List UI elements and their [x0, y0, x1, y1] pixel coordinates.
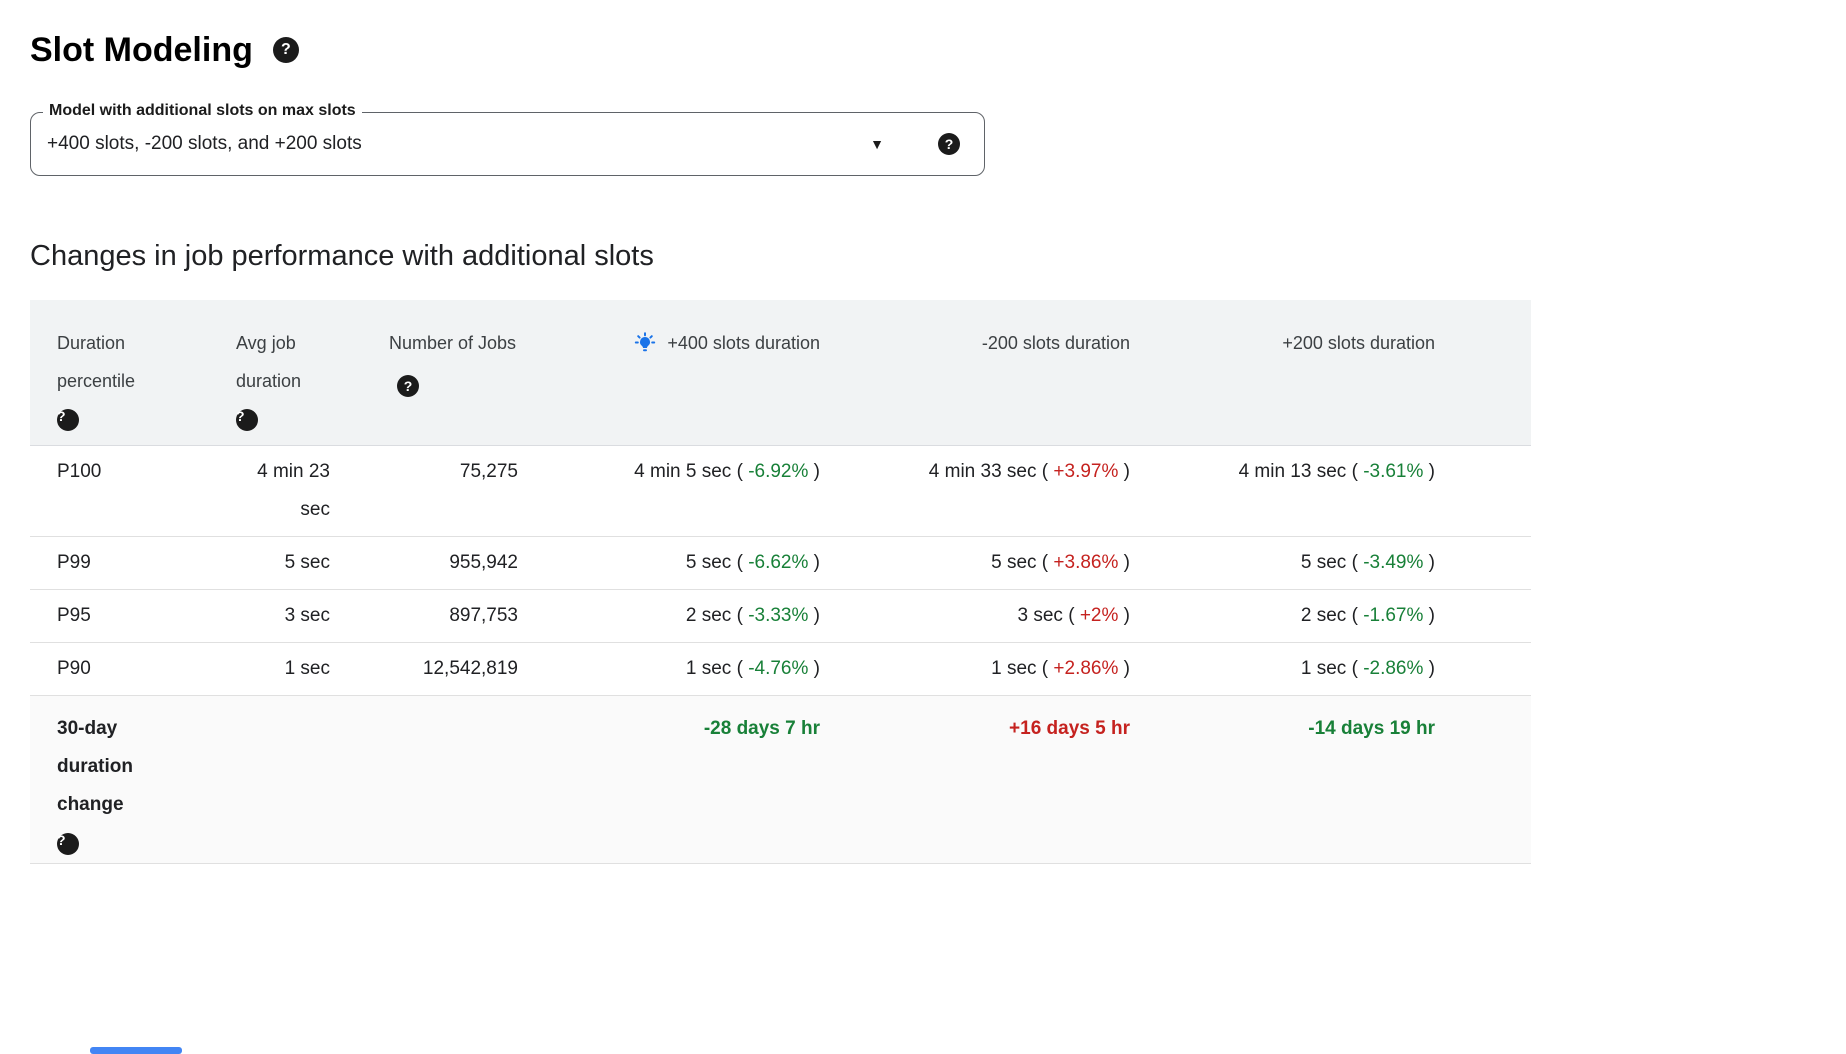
plus200-duration-cell: 1 sec ( -2.86% ): [1300, 658, 1435, 679]
job-performance-table: Duration percentile ? Avg job duration ?…: [30, 300, 1531, 864]
num-jobs-cell: 897,753: [449, 605, 518, 626]
plus200-total-change-cell: -14 days 19 hr: [1145, 696, 1450, 863]
col-plus400-duration-label: +400 slots duration: [667, 333, 820, 353]
minus200-duration-cell: 4 min 33 sec ( +3.97% ): [928, 461, 1130, 482]
col-duration-percentile-label: Duration percentile: [57, 333, 136, 391]
col-duration-percentile: Duration percentile ?: [30, 300, 215, 445]
total-change-value: -28 days 7 hr: [703, 718, 820, 739]
avg-duration-cell: 5 sec: [284, 552, 330, 573]
plus400-duration-cell: 2 sec ( -3.33% ): [685, 605, 820, 626]
model-select-label: Model with additional slots on max slots: [43, 102, 362, 120]
plus400-total-change-cell: -28 days 7 hr: [533, 696, 835, 863]
model-select[interactable]: Model with additional slots on max slots…: [30, 102, 985, 176]
delta-percent: +3.97%: [1053, 461, 1119, 482]
delta-percent: -2.86%: [1363, 658, 1424, 679]
model-select-help-icon[interactable]: ?: [938, 133, 960, 155]
delta-percent: +3.86%: [1053, 552, 1119, 573]
table-row: P95 3 sec 897,753 2 sec ( -3.33% ) 3 sec…: [30, 590, 1531, 643]
horizontal-scrollbar-thumb[interactable]: [90, 1047, 182, 1054]
percentile-cell: P95: [57, 605, 91, 626]
delta-percent: -4.76%: [748, 658, 809, 679]
table-row: P100 4 min 23 sec 75,275 4 min 5 sec ( -…: [30, 446, 1531, 537]
avg-duration-cell: 3 sec: [284, 605, 330, 626]
delta-percent: -3.33%: [748, 605, 809, 626]
col-avg-job-duration: Avg job duration ?: [215, 300, 360, 445]
avg-job-duration-help-icon[interactable]: ?: [236, 409, 258, 431]
chevron-down-icon: ▼: [870, 136, 884, 152]
percentile-cell: P100: [57, 461, 102, 482]
col-plus400-duration: +400 slots duration: [533, 300, 835, 445]
plus400-duration-cell: 5 sec ( -6.62% ): [685, 552, 820, 573]
delta-percent: +2.86%: [1053, 658, 1119, 679]
table-row: P99 5 sec 955,942 5 sec ( -6.62% ) 5 sec…: [30, 537, 1531, 590]
percentile-cell: P99: [57, 552, 91, 573]
col-plus200-duration: +200 slots duration: [1145, 300, 1450, 445]
slot-modeling-panel: Slot Modeling ? Model with additional sl…: [30, 28, 1846, 864]
model-select-value: +400 slots, -200 slots, and +200 slots: [47, 133, 362, 154]
avg-duration-cell: 1 sec: [284, 658, 330, 679]
summary-label: 30-day duration change: [57, 718, 133, 815]
insight-lightbulb-icon: [633, 331, 657, 355]
plus200-duration-cell: 4 min 13 sec ( -3.61% ): [1238, 461, 1435, 482]
duration-percentile-help-icon[interactable]: ?: [57, 409, 79, 431]
minus200-total-change-cell: +16 days 5 hr: [835, 696, 1145, 863]
table-row: P90 1 sec 12,542,819 1 sec ( -4.76% ) 1 …: [30, 643, 1531, 696]
col-number-of-jobs-label: Number of Jobs: [389, 333, 517, 353]
plus200-duration-cell: 5 sec ( -3.49% ): [1300, 552, 1435, 573]
delta-percent: -3.49%: [1363, 552, 1424, 573]
avg-duration-cell: 4 min 23 sec: [257, 461, 330, 520]
empty-cell: [360, 696, 533, 863]
percentile-cell: P90: [57, 658, 91, 679]
delta-percent: +2%: [1079, 605, 1119, 626]
page-title: Slot Modeling: [30, 31, 253, 69]
section-heading: Changes in job performance with addition…: [30, 240, 654, 272]
minus200-duration-cell: 3 sec ( +2% ): [1017, 605, 1130, 626]
num-jobs-cell: 75,275: [459, 461, 518, 482]
num-jobs-cell: 12,542,819: [422, 658, 518, 679]
minus200-duration-cell: 1 sec ( +2.86% ): [991, 658, 1130, 679]
horizontal-scrollbar: [0, 1047, 1846, 1054]
delta-percent: -3.61%: [1363, 461, 1424, 482]
number-of-jobs-help-icon[interactable]: ?: [397, 375, 419, 397]
table-summary-row: 30-day duration change ? -28 days 7 hr +…: [30, 696, 1531, 864]
plus400-duration-cell: 1 sec ( -4.76% ): [685, 658, 820, 679]
col-avg-job-duration-label: Avg job duration: [236, 333, 302, 391]
page-header: Slot Modeling ?: [30, 28, 1846, 72]
num-jobs-cell: 955,942: [449, 552, 518, 573]
plus400-duration-cell: 4 min 5 sec ( -6.92% ): [634, 461, 820, 482]
delta-percent: -6.62%: [748, 552, 809, 573]
plus200-duration-cell: 2 sec ( -1.67% ): [1300, 605, 1435, 626]
table-header-row: Duration percentile ? Avg job duration ?…: [30, 300, 1531, 446]
delta-percent: -1.67%: [1363, 605, 1424, 626]
col-number-of-jobs: Number of Jobs?: [360, 300, 533, 445]
col-minus200-duration: -200 slots duration: [835, 300, 1145, 445]
total-change-value: -14 days 19 hr: [1308, 718, 1435, 739]
empty-cell: [215, 696, 360, 863]
col-minus200-duration-label: -200 slots duration: [981, 333, 1130, 353]
slot-modeling-help-icon[interactable]: ?: [272, 37, 299, 63]
summary-label-cell: 30-day duration change ?: [30, 696, 215, 863]
col-plus200-duration-label: +200 slots duration: [1282, 333, 1435, 353]
minus200-duration-cell: 5 sec ( +3.86% ): [991, 552, 1130, 573]
total-change-value: +16 days 5 hr: [1009, 718, 1130, 739]
duration-change-help-icon[interactable]: ?: [57, 833, 79, 855]
delta-percent: -6.92%: [748, 461, 809, 482]
